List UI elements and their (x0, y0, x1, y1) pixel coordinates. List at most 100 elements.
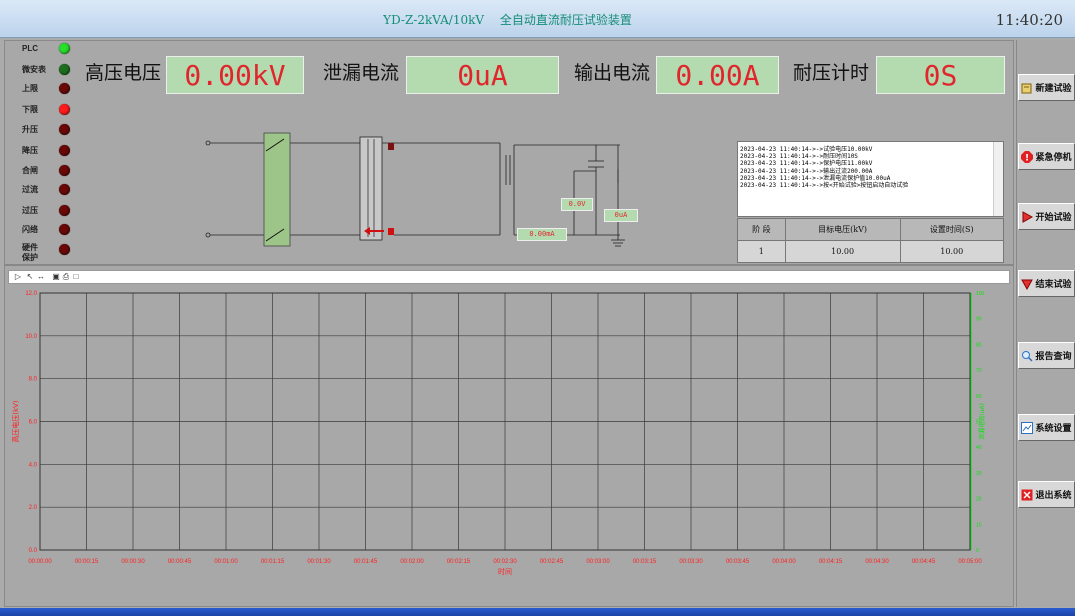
lamp-label: 降压 (22, 146, 38, 155)
status-lamp (59, 184, 70, 195)
button-label: 退出系统 (1035, 490, 1072, 500)
lamp-label: 闪络 (22, 225, 38, 234)
diagram-ma-reading: 0.00mA (517, 228, 567, 241)
lamp-label: 硬件保护 (22, 243, 38, 262)
end-test-button[interactable]: 结束试验 (1018, 270, 1075, 297)
x-tick-label: 00:02:45 (540, 559, 564, 565)
log-line: 2023-04-23 11:40:14->->按<开始试验>按钮启动自动试验 (740, 182, 909, 190)
button-label: 紧急停机 (1035, 152, 1072, 162)
lamp-label: 升压 (22, 125, 38, 134)
system-settings-button[interactable]: 系统设置 (1018, 414, 1075, 441)
right-button-panel (1016, 40, 1075, 607)
emergency-stop-icon: ! (1021, 150, 1034, 163)
new-test-icon (1021, 82, 1033, 94)
stage-table: 阶 段 目标电压(kV) 设置时间(S) 1 10.00 10.00 (737, 218, 1005, 263)
table-row: 1 10.00 10.00 (737, 240, 1005, 263)
x-tick-label: 00:03:15 (633, 559, 657, 565)
start-test-button[interactable]: 开始试验 (1018, 203, 1075, 230)
status-lamp (59, 165, 70, 176)
withstand-timer-value: 0S (876, 56, 1005, 94)
log-line: 2023-04-23 11:40:14->->试验电压10.00kV (740, 146, 873, 153)
status-lamp (59, 104, 70, 115)
table-header: 设置时间(S) (899, 218, 1005, 241)
chart-toolbar: ▷ ↖ ↔ ▣ ⎙ □ (8, 270, 1010, 284)
log-line: 2023-04-23 11:40:14->->输出过流200.00A (740, 167, 873, 175)
hv-voltage-value: 0.00kV (166, 56, 304, 94)
y-right-tick-label: 50 (976, 420, 982, 426)
x-tick-label: 00:03:00 (586, 559, 610, 565)
status-lamp (59, 64, 70, 75)
y-left-tick-label: 10.0 (25, 334, 37, 340)
y-left-tick-label: 8.0 (29, 377, 38, 383)
y-right-axis-label: 泄漏电流(uA) (978, 403, 986, 440)
table-cell: 10.00 (784, 240, 901, 263)
event-log[interactable]: 2023-04-23 11:40:14->->试验电压10.00kV 2023-0… (737, 141, 1004, 217)
zoom-width-icon[interactable]: ↔ (37, 272, 45, 281)
y-left-tick-label: 2.0 (29, 505, 38, 511)
table-header: 目标电压(kV) (784, 218, 901, 241)
app-title: YD-Z-2kVA/10kV 全自动直流耐压试验装置 (383, 13, 632, 27)
diagram-current-reading: 0uA (604, 209, 638, 222)
status-lamp (59, 224, 70, 235)
x-tick-label: 00:01:00 (214, 559, 238, 565)
preview-icon[interactable]: □ (73, 272, 79, 281)
stop-triangle-icon (1021, 278, 1034, 290)
hv-voltage-label: 高压电压 (85, 63, 162, 84)
status-lamp (59, 145, 70, 156)
y-right-tick-label: 0 (976, 548, 979, 554)
y-left-tick-label: 12.0 (25, 291, 37, 297)
exit-system-button[interactable]: 退出系统 (1018, 481, 1075, 508)
button-label: 结束试验 (1035, 279, 1072, 289)
save-icon[interactable]: ▣ (52, 272, 60, 281)
y-left-tick-label: 0.0 (29, 548, 38, 554)
button-label: 开始试验 (1035, 212, 1072, 222)
lamp-label: PLC (22, 44, 38, 53)
x-tick-label: 00:01:45 (354, 559, 378, 565)
status-lamp (59, 83, 70, 94)
x-tick-label: 00:04:00 (772, 559, 796, 565)
circuit-diagram (205, 132, 625, 247)
chart-settings-icon (1021, 421, 1034, 434)
status-lamp (59, 205, 70, 216)
y-right-tick-label: 70 (976, 368, 982, 374)
x-tick-label: 00:01:30 (307, 559, 331, 565)
leakage-current-label: 泄漏电流 (323, 63, 400, 84)
x-tick-label: 00:03:30 (679, 559, 703, 565)
x-tick-label: 00:04:30 (865, 559, 889, 565)
x-tick-label: 00:02:15 (447, 559, 471, 565)
pointer-icon[interactable]: ↖ (26, 272, 34, 281)
diagram-voltage-reading: 0.0V (561, 198, 593, 211)
lamp-label: 过压 (22, 206, 38, 215)
lamp-label: 上限 (22, 84, 38, 93)
svg-text:!: ! (1025, 153, 1029, 163)
log-line: 2023-04-23 11:40:14->->保护电压11.00kV (740, 160, 873, 168)
y-right-tick-label: 40 (976, 445, 982, 451)
trend-chart: 00:00:00 00:00:15 00:00:30 00:00:45 00:01:00… (11, 291, 986, 576)
report-query-button[interactable]: 报告查询 (1018, 342, 1075, 369)
new-test-button[interactable]: 新建试验 (1018, 74, 1075, 101)
play-small-icon[interactable]: ▷ (14, 272, 22, 281)
x-tick-label: 00:03:45 (726, 559, 750, 565)
lamp-label: 微安表 (22, 65, 46, 74)
x-tick-label: 00:04:15 (819, 559, 843, 565)
x-tick-label: 00:00:30 (121, 559, 145, 565)
y-left-tick-label: 4.0 (29, 462, 38, 468)
emergency-stop-button[interactable]: ! 紧急停机 (1018, 143, 1075, 170)
y-right-tick-label: 60 (976, 394, 982, 400)
table-header: 阶 段 (737, 218, 786, 241)
x-tick-label: 00:00:45 (168, 559, 192, 565)
y-right-tick-label: 30 (976, 471, 982, 477)
x-tick-label: 00:00:00 (28, 559, 52, 565)
y-right-tick-label: 100 (976, 291, 985, 297)
x-tick-label: 00:00:15 (75, 559, 99, 565)
lamp-label: 下限 (22, 105, 38, 114)
title-bar (0, 0, 1075, 38)
y-right-tick-label: 20 (976, 497, 982, 503)
print-icon[interactable]: ⎙ (62, 272, 70, 281)
clock: 11:40:20 (995, 11, 1063, 29)
log-line: 2023-04-23 11:40:14->->泄漏电流保护值10.00uA (740, 174, 891, 182)
log-scrollbar[interactable] (993, 142, 1003, 216)
y-right-tick-label: 90 (976, 317, 982, 323)
x-tick-label: 00:04:45 (912, 559, 936, 565)
output-current-label: 输出电流 (574, 63, 651, 84)
